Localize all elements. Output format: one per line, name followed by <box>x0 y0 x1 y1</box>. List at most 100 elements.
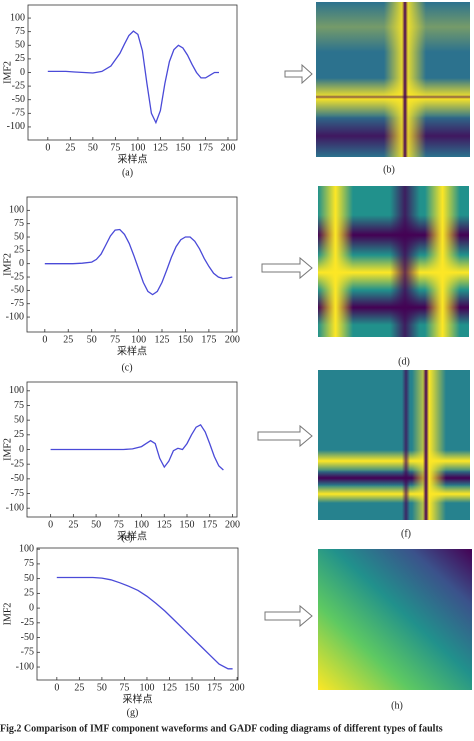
x-tick-label: 125 <box>153 142 168 153</box>
x-tick-label: 50 <box>88 142 98 153</box>
heatmap <box>316 2 470 157</box>
plot-frame <box>36 547 239 681</box>
y-tick-label: -50 <box>11 473 24 484</box>
chart-caption: (e) <box>121 532 132 543</box>
x-tick-label: 150 <box>185 682 200 693</box>
y-tick-label: 100 <box>9 385 24 396</box>
x-tick-label: 75 <box>110 142 120 153</box>
x-tick-label: 0 <box>45 142 50 153</box>
x-tick-label: 50 <box>91 519 101 530</box>
figure-caption: Fig.2 Comparison of IMF component wavefo… <box>0 723 443 734</box>
x-tick-label: 200 <box>230 682 245 693</box>
y-tick-label: 25 <box>14 429 24 440</box>
x-tick-label: 25 <box>63 334 73 345</box>
heatmap <box>318 186 469 337</box>
image-caption: (b) <box>383 164 395 175</box>
x-tick-label: 100 <box>139 682 154 693</box>
y-axis-label: IMF2 <box>2 438 13 461</box>
y-tick-label: -25 <box>11 458 24 469</box>
y-tick-label: 75 <box>24 558 34 569</box>
y-tick-label: -50 <box>12 94 25 105</box>
plot-frame <box>27 4 238 141</box>
x-tick-label: 150 <box>180 519 195 530</box>
data-line <box>50 423 224 471</box>
arrows <box>257 63 313 628</box>
data-line <box>47 30 219 125</box>
x-tick-label: 150 <box>175 142 190 153</box>
x-tick-label: 25 <box>68 519 78 530</box>
x-tick-label: 175 <box>202 519 217 530</box>
image-caption: (f) <box>401 528 411 539</box>
y-tick-label: -75 <box>12 108 25 119</box>
y-tick-label: -75 <box>11 298 24 309</box>
image-caption: (h) <box>391 700 403 711</box>
image-caption: (d) <box>398 356 410 367</box>
y-tick-label: 75 <box>14 400 24 411</box>
y-tick-label: -50 <box>21 632 34 643</box>
x-tick-label: 75 <box>119 682 129 693</box>
y-tick-label: 50 <box>14 231 24 242</box>
x-tick-label: 100 <box>131 334 146 345</box>
x-tick-label: 25 <box>65 142 75 153</box>
y-tick-label: -25 <box>11 271 24 282</box>
y-tick-label: 25 <box>15 53 25 64</box>
y-axis-label: IMF2 <box>2 603 13 626</box>
x-tick-label: 0 <box>42 334 47 345</box>
y-tick-label: 0 <box>20 67 25 78</box>
x-tick-label: 175 <box>207 682 222 693</box>
x-axis-label: 采样点 <box>118 152 148 165</box>
x-tick-label: 100 <box>130 142 145 153</box>
plot-frame <box>26 196 238 333</box>
y-tick-label: 0 <box>19 258 24 269</box>
data-line <box>56 576 233 670</box>
y-tick-label: 100 <box>10 12 25 23</box>
y-tick-label: 25 <box>24 588 34 599</box>
chart-caption: (c) <box>121 362 132 373</box>
x-tick-label: 25 <box>74 682 84 693</box>
x-tick-label: 125 <box>155 334 170 345</box>
y-tick-label: 100 <box>19 543 34 554</box>
x-tick-label: 0 <box>48 519 53 530</box>
x-tick-label: 0 <box>54 682 59 693</box>
chart-caption: (g) <box>127 707 139 718</box>
x-axis-label: 采样点 <box>117 344 147 357</box>
x-tick-label: 150 <box>178 334 193 345</box>
x-tick-label: 200 <box>225 519 240 530</box>
y-tick-label: 100 <box>9 205 24 216</box>
y-tick-label: -100 <box>6 502 24 513</box>
y-tick-label: 0 <box>29 602 34 613</box>
y-tick-label: 75 <box>15 26 25 37</box>
x-tick-label: 125 <box>162 682 177 693</box>
y-tick-label: -75 <box>21 647 34 658</box>
y-tick-label: -100 <box>7 121 25 132</box>
heatmap <box>318 370 470 520</box>
y-tick-label: -25 <box>12 80 25 91</box>
x-tick-label: 75 <box>114 519 124 530</box>
data-line <box>44 228 233 296</box>
y-tick-label: 50 <box>14 414 24 425</box>
heatmap <box>318 549 472 690</box>
x-axis-label: 采样点 <box>123 692 153 705</box>
y-tick-label: -50 <box>11 285 24 296</box>
x-tick-label: 50 <box>97 682 107 693</box>
x-tick-label: 75 <box>110 334 120 345</box>
y-tick-label: -25 <box>21 617 34 628</box>
y-tick-label: 50 <box>24 573 34 584</box>
x-tick-label: 125 <box>157 519 172 530</box>
x-tick-label: 200 <box>225 334 240 345</box>
y-tick-label: 25 <box>14 245 24 256</box>
y-axis-label: IMF2 <box>2 61 13 84</box>
x-tick-label: 200 <box>220 142 235 153</box>
y-tick-label: -100 <box>16 661 34 672</box>
y-tick-label: 0 <box>19 444 24 455</box>
y-tick-label: -100 <box>6 311 24 322</box>
x-tick-label: 175 <box>198 142 213 153</box>
x-tick-label: 50 <box>87 334 97 345</box>
chart-caption: (a) <box>122 167 133 178</box>
y-axis-label: IMF2 <box>2 253 13 276</box>
x-tick-label: 100 <box>134 519 149 530</box>
x-axis-label: 采样点 <box>117 529 147 542</box>
y-tick-label: 75 <box>14 218 24 229</box>
x-tick-label: 175 <box>201 334 216 345</box>
y-tick-label: 50 <box>15 40 25 51</box>
